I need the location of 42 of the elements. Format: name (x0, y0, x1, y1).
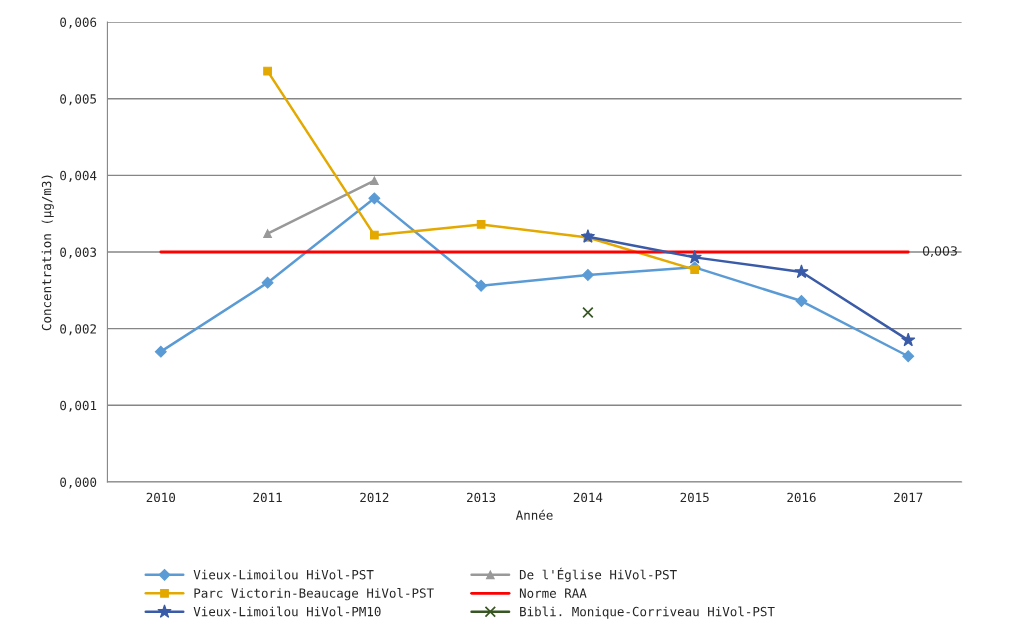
x-axis-title: Année (515, 509, 553, 520)
point (369, 230, 379, 240)
y-axis-title: Concentration (µg/m3) (41, 175, 54, 331)
y-tick-label: 0,000 (60, 477, 97, 489)
y-tick-label: 0,004 (60, 170, 97, 182)
legend-label: Norme RAA (519, 588, 587, 598)
point (476, 220, 486, 229)
x-tick-label: 2014 (573, 492, 603, 503)
point (580, 229, 596, 243)
legend-label: Parc Victorin-Beaucage HiVol-PST (194, 588, 434, 601)
point (581, 269, 594, 281)
x-tick-label: 2016 (787, 492, 816, 503)
point (690, 265, 700, 275)
y-tick-label: 0,003 (60, 247, 97, 259)
y-tick-label: 0,006 (60, 17, 97, 29)
point (795, 295, 808, 308)
x-tick-label: 2017 (894, 492, 923, 503)
point (154, 345, 167, 358)
x-tick-label: 2013 (467, 492, 496, 503)
x-tick-label: 2015 (680, 492, 709, 503)
legend-label: Bibli. Monique-Corriveau HiVol-PST (520, 606, 775, 619)
point (794, 264, 809, 279)
data-label: 0,003 (922, 246, 957, 257)
point (687, 249, 702, 264)
point (582, 306, 594, 319)
x-tick-label: 2010 (146, 492, 176, 503)
x-tick-label: 2011 (253, 492, 282, 503)
y-tick-label: 0,005 (60, 94, 96, 106)
point (475, 279, 488, 292)
point (902, 350, 915, 363)
point (263, 229, 272, 238)
point (901, 332, 916, 347)
point (369, 176, 379, 186)
point (261, 276, 274, 289)
legend-label: Vieux-Limoilou HiVol-PST (193, 569, 374, 580)
point (263, 66, 272, 76)
point (368, 192, 381, 205)
x-tick-label: 2012 (360, 492, 389, 503)
legend-label: Vieux-Limoilou HiVol-PM10 (193, 606, 381, 617)
legend-label: De l'Église HiVol-PST (519, 567, 677, 582)
y-tick-label: 0,001 (60, 400, 97, 412)
y-tick-label: 0,002 (60, 324, 96, 336)
